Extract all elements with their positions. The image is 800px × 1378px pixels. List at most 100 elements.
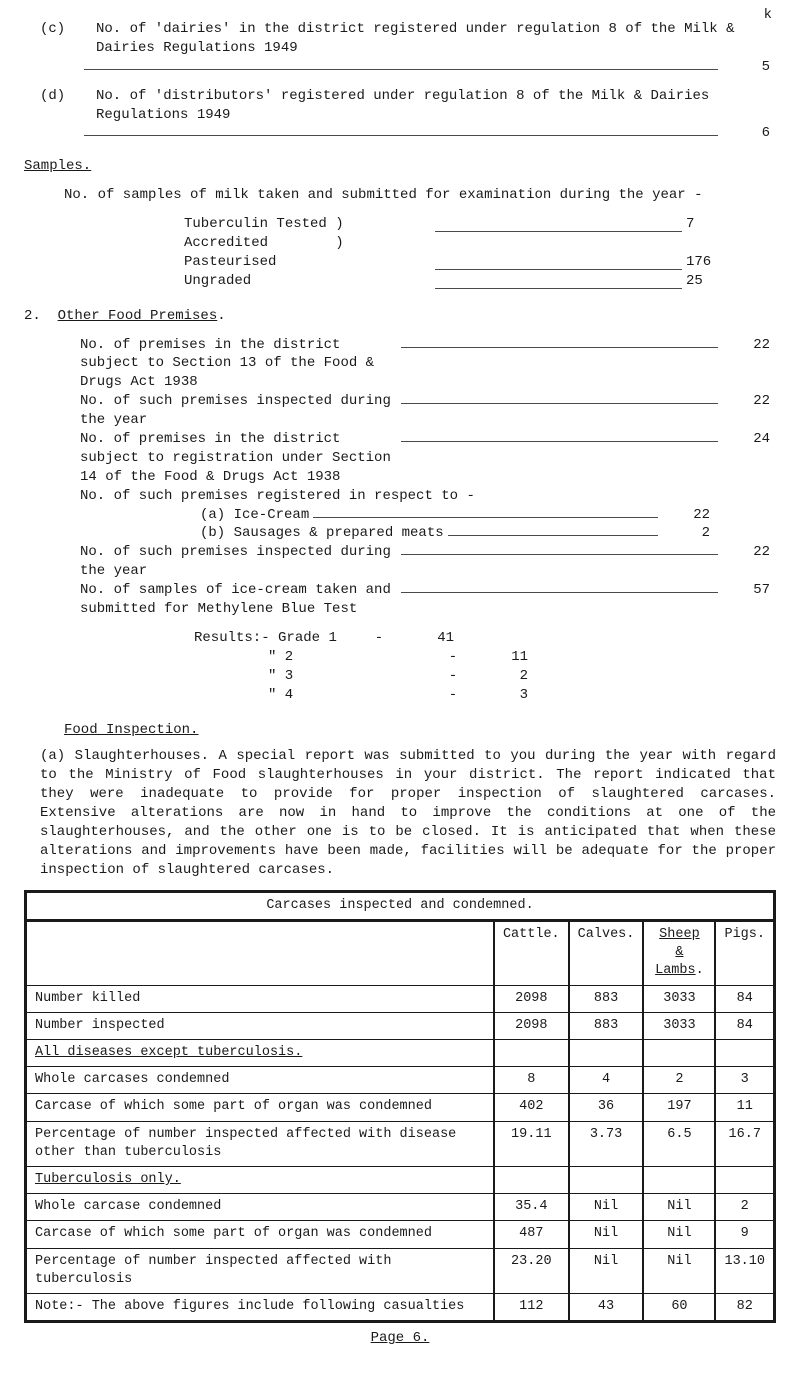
row-value: 82 bbox=[715, 1294, 774, 1322]
row-value: Nil bbox=[643, 1221, 715, 1248]
row-value: 84 bbox=[715, 985, 774, 1012]
table-row: Carcase of which some part of organ was … bbox=[26, 1221, 775, 1248]
table-row: All diseases except tuberculosis. bbox=[26, 1039, 775, 1066]
item-c-text: No. of 'dairies' in the district registe… bbox=[96, 20, 776, 58]
item-d-value: 6 bbox=[722, 124, 776, 143]
results-block: Results:- Grade 1-41 " 2-11 " 3-2 " 4-3 bbox=[24, 629, 776, 705]
row-value: 43 bbox=[569, 1294, 644, 1322]
table-row: Percentage of number inspected affected … bbox=[26, 1121, 775, 1166]
row-value: Nil bbox=[569, 1221, 644, 1248]
col-blank bbox=[26, 920, 494, 985]
samples-heading: Samples. bbox=[24, 158, 91, 174]
s2-l1: No. of premises in the district subject … bbox=[80, 336, 397, 393]
item-c-value: 5 bbox=[722, 58, 776, 77]
table-row: Tuberculosis only. bbox=[26, 1167, 775, 1194]
row-value bbox=[569, 1167, 644, 1194]
s2-l3v: 24 bbox=[722, 430, 776, 449]
row-value: 23.20 bbox=[494, 1248, 569, 1293]
row-value: 36 bbox=[569, 1094, 644, 1121]
row-value: Nil bbox=[569, 1194, 644, 1221]
item-c: (c) No. of 'dairies' in the district reg… bbox=[24, 20, 776, 77]
row-desc: Whole carcases condemned bbox=[26, 1067, 494, 1094]
samples-paragraph: No. of samples of milk taken and submitt… bbox=[24, 186, 776, 205]
row-desc: Tuberculosis only. bbox=[26, 1167, 494, 1194]
row-value: 112 bbox=[494, 1294, 569, 1322]
food-inspection-heading: Food Inspection. bbox=[64, 722, 198, 738]
s2-l5: No. of such premises inspected during th… bbox=[80, 543, 397, 581]
row-desc: Whole carcase condemned bbox=[26, 1194, 494, 1221]
col-calves: Calves. bbox=[569, 920, 644, 985]
row-desc: Number inspected bbox=[26, 1012, 494, 1039]
s2-l6: No. of samples of ice-cream taken and su… bbox=[80, 581, 397, 619]
row-desc: Percentage of number inspected affected … bbox=[26, 1248, 494, 1293]
row-value: 883 bbox=[569, 1012, 644, 1039]
row-desc: Number killed bbox=[26, 985, 494, 1012]
carcases-table: Carcases inspected and condemned. Cattle… bbox=[24, 890, 776, 1324]
row-value: 3033 bbox=[643, 1012, 715, 1039]
row-value: 84 bbox=[715, 1012, 774, 1039]
tuberculin-value: 7 bbox=[686, 215, 776, 234]
row-value: 3.73 bbox=[569, 1121, 644, 1166]
item-d-text: No. of 'distributors' registered under r… bbox=[96, 87, 776, 125]
table-row: Percentage of number inspected affected … bbox=[26, 1248, 775, 1293]
table-title: Carcases inspected and condemned. bbox=[26, 891, 775, 920]
row-value bbox=[494, 1039, 569, 1066]
row-value: 2098 bbox=[494, 985, 569, 1012]
row-value: 4 bbox=[569, 1067, 644, 1094]
s2-l5v: 22 bbox=[722, 543, 776, 562]
page-number: Page 6. bbox=[371, 1330, 430, 1346]
row-value: 197 bbox=[643, 1094, 715, 1121]
slaughterhouses-paragraph: (a) Slaughterhouses. A special report wa… bbox=[24, 747, 776, 879]
row-value bbox=[715, 1167, 774, 1194]
row-value bbox=[643, 1167, 715, 1194]
table-row: Whole carcase condemned35.4NilNil2 bbox=[26, 1194, 775, 1221]
table-row: Number killed2098883303384 bbox=[26, 985, 775, 1012]
row-value bbox=[494, 1167, 569, 1194]
pasteurised-value: 176 bbox=[686, 253, 776, 272]
row-value bbox=[569, 1039, 644, 1066]
ungraded-label: Ungraded bbox=[184, 272, 431, 291]
section-2-body: No. of premises in the district subject … bbox=[24, 336, 776, 619]
underline bbox=[84, 69, 718, 70]
s2-l2v: 22 bbox=[722, 392, 776, 411]
underline bbox=[84, 135, 718, 136]
row-value: 13.10 bbox=[715, 1248, 774, 1293]
row-value bbox=[715, 1039, 774, 1066]
s2-l4av: 22 bbox=[662, 506, 716, 525]
row-value: 883 bbox=[569, 985, 644, 1012]
s2-l4bv: 2 bbox=[662, 524, 716, 543]
table-row: Whole carcases condemned8423 bbox=[26, 1067, 775, 1094]
row-desc: All diseases except tuberculosis. bbox=[26, 1039, 494, 1066]
row-value: 402 bbox=[494, 1094, 569, 1121]
row-desc: Carcase of which some part of organ was … bbox=[26, 1094, 494, 1121]
row-value: 11 bbox=[715, 1094, 774, 1121]
row-value: 16.7 bbox=[715, 1121, 774, 1166]
row-value: 19.11 bbox=[494, 1121, 569, 1166]
row-value: Nil bbox=[569, 1248, 644, 1293]
row-value: 2 bbox=[643, 1067, 715, 1094]
col-cattle: Cattle. bbox=[494, 920, 569, 985]
s2-l4b: (b) Sausages & prepared meats bbox=[200, 524, 444, 543]
section-2-heading: 2. Other Food Premises. bbox=[24, 307, 776, 326]
row-desc: Carcase of which some part of organ was … bbox=[26, 1221, 494, 1248]
figures-block: Tuberculin Tested ) 7 Accredited ) Paste… bbox=[24, 215, 776, 291]
row-value: 2 bbox=[715, 1194, 774, 1221]
s2-l1v: 22 bbox=[722, 336, 776, 355]
results-heading: Results:- bbox=[194, 629, 270, 648]
s2-l4a: (a) Ice-Cream bbox=[200, 506, 309, 525]
col-pigs: Pigs. bbox=[715, 920, 774, 985]
row-value: 6.5 bbox=[643, 1121, 715, 1166]
item-c-tag: (c) bbox=[24, 20, 96, 39]
row-desc: Percentage of number inspected affected … bbox=[26, 1121, 494, 1166]
corner-mark: k bbox=[764, 6, 772, 25]
row-value: Nil bbox=[643, 1248, 715, 1293]
item-d-tag: (d) bbox=[24, 87, 96, 106]
accredited-label: Accredited ) bbox=[184, 234, 435, 253]
row-value: 60 bbox=[643, 1294, 715, 1322]
row-value: 35.4 bbox=[494, 1194, 569, 1221]
row-value: 9 bbox=[715, 1221, 774, 1248]
col-sheep: Sheep &Lambs. bbox=[643, 920, 715, 985]
row-value: 3 bbox=[715, 1067, 774, 1094]
row-value: Nil bbox=[643, 1194, 715, 1221]
item-d: (d) No. of 'distributors' registered und… bbox=[24, 87, 776, 144]
